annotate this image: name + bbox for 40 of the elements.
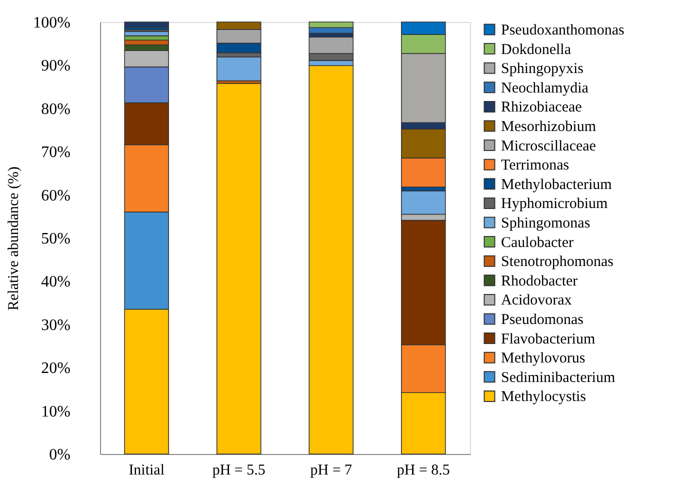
legend-label: Terrimonas bbox=[501, 158, 570, 174]
legend-label: Dokdonella bbox=[501, 42, 572, 58]
y-tick-label: 90% bbox=[41, 58, 70, 75]
legend-label: Flavobacterium bbox=[501, 331, 596, 348]
legend-label: Hyphomicrobium bbox=[501, 196, 608, 212]
legend-label: Sphingomonas bbox=[501, 216, 590, 232]
x-tick-label: pH = 5.5 bbox=[212, 462, 266, 478]
bar bbox=[308, 65, 354, 454]
legend-label: Pseudoxanthomonas bbox=[501, 22, 624, 38]
legend-label: Pseudomonas bbox=[501, 312, 584, 328]
legend-label: Methylovorus bbox=[501, 350, 586, 367]
bar bbox=[124, 22, 169, 28]
legend-label: Rhodobacter bbox=[501, 273, 578, 290]
bar bbox=[216, 56, 262, 82]
legend-label: Acidovorax bbox=[501, 292, 572, 309]
x-tick-label: pH = 8.5 bbox=[396, 462, 450, 478]
bar bbox=[216, 82, 262, 454]
legend-label: Microscillaceae bbox=[501, 138, 596, 154]
y-tick-label: 30% bbox=[41, 316, 70, 334]
y-tick-label: 100% bbox=[33, 14, 70, 32]
legend-label: Caulobacter bbox=[501, 234, 574, 251]
y-axis-title: Relative abundance (%) bbox=[6, 166, 22, 311]
x-tick-label: pH = 7 bbox=[310, 462, 353, 478]
y-tick-label: 40% bbox=[41, 274, 70, 291]
legend-label: Methylocystis bbox=[501, 389, 586, 406]
legend-label: Sediminibacterium bbox=[501, 370, 616, 386]
y-tick-label: 10% bbox=[41, 403, 70, 420]
legend-label: Neochlamydia bbox=[501, 80, 589, 96]
legend-label: Rhizobiaceae bbox=[501, 100, 582, 116]
y-tick-label: 20% bbox=[41, 360, 70, 378]
legend-label: Sphingopyxis bbox=[501, 61, 584, 78]
y-tick-label: 80% bbox=[41, 100, 70, 118]
legend-label: Mesorhizobium bbox=[501, 119, 596, 135]
y-tick-label: 70% bbox=[41, 144, 70, 162]
y-tick-label: 0% bbox=[49, 446, 70, 464]
y-tick-label: 60% bbox=[41, 187, 70, 204]
y-tick-label: 50% bbox=[41, 230, 70, 248]
legend-label: Methylobacterium bbox=[501, 176, 612, 193]
x-tick-label: Initial bbox=[128, 462, 165, 478]
legend-label: Stenotrophomonas bbox=[501, 254, 614, 270]
